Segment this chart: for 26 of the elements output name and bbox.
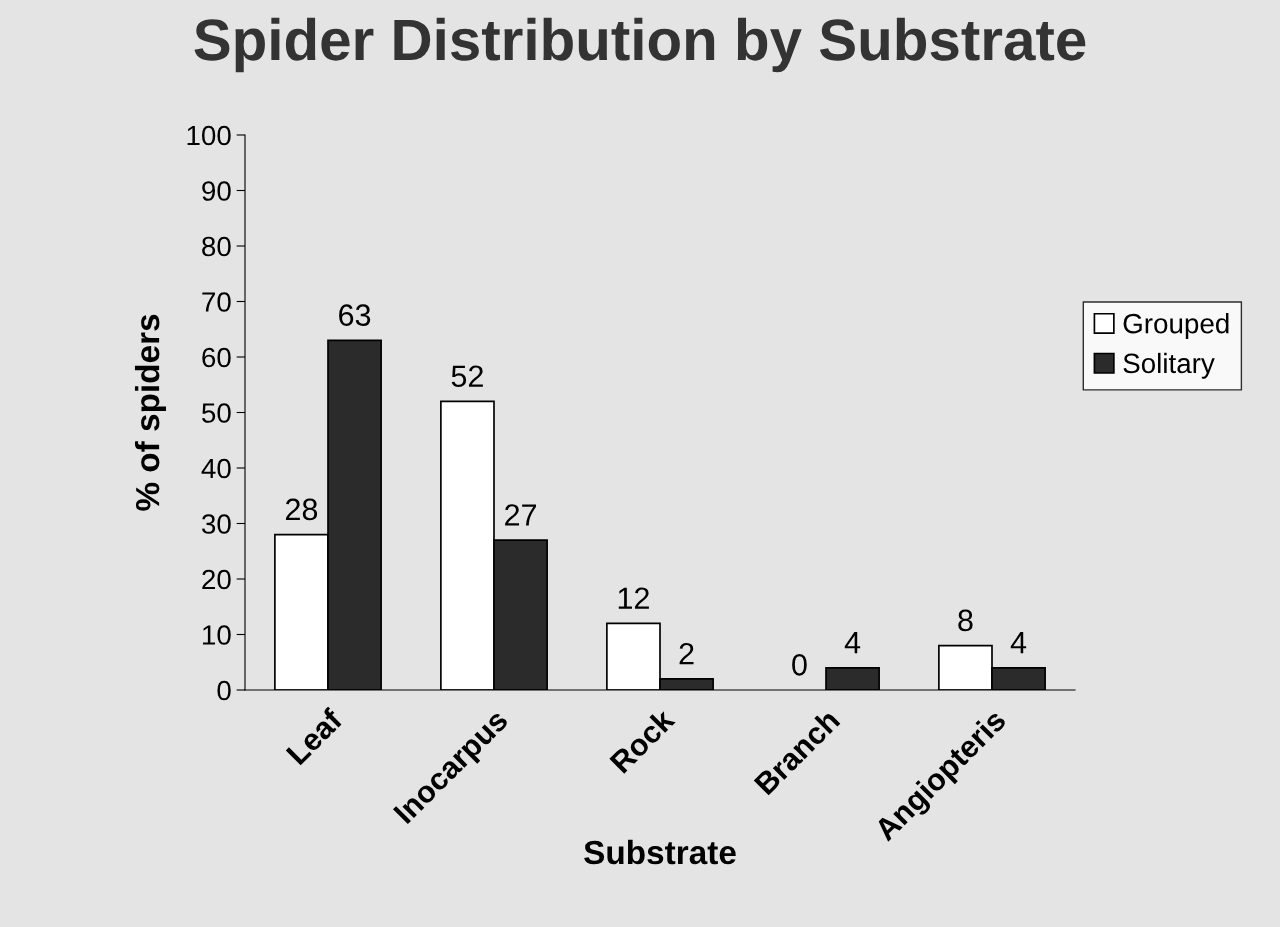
data-label: 4 [844, 632, 861, 654]
legend-label: Grouped [1123, 313, 1229, 339]
data-label: 8 [958, 609, 973, 632]
y-tick-label: 100 [187, 125, 231, 146]
data-label: 12 [618, 587, 649, 609]
chart-title: Spider Distribution by Substrate [194, 17, 1086, 73]
data-label: 63 [339, 304, 371, 326]
data-label: 4 [1010, 632, 1027, 654]
data-label: 0 [792, 653, 807, 676]
data-label: 28 [285, 498, 318, 521]
y-tick-label: 70 [202, 292, 231, 312]
y-tick-label: 0 [217, 680, 231, 701]
y-tick-label: 30 [201, 514, 231, 534]
y-tick-label: 60 [202, 347, 231, 368]
data-label: 27 [505, 504, 537, 526]
y-tick-label: 20 [202, 569, 231, 590]
x-axis-title: Substrate [584, 839, 736, 865]
legend-label: Solitary [1123, 352, 1215, 379]
y-axis-title: % of spiders [134, 314, 167, 511]
data-label: 52 [451, 365, 483, 388]
y-tick-label: 50 [202, 403, 231, 423]
y-tick-label: 80 [202, 236, 231, 257]
data-label: 2 [679, 642, 694, 665]
y-tick-label: 10 [203, 625, 231, 645]
y-tick-label: 40 [201, 458, 231, 479]
y-tick-label: 90 [202, 181, 231, 201]
